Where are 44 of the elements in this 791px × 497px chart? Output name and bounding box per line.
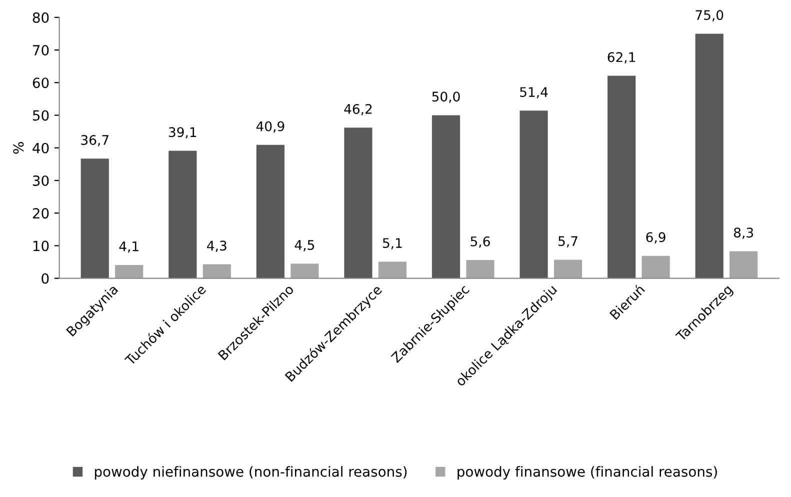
bar	[432, 115, 460, 278]
bar	[642, 256, 670, 278]
y-tick-label: 10	[33, 240, 49, 252]
data-label: 6,9	[646, 232, 666, 244]
y-tick-label: 40	[32, 142, 49, 154]
data-label: 5,7	[558, 236, 578, 248]
legend-label: powody niefinansowe (non-financial reasons)	[94, 466, 407, 480]
bar	[730, 251, 758, 278]
data-label: 4,5	[294, 240, 314, 252]
y-tick-label: 0	[42, 273, 49, 284]
bar	[115, 264, 144, 278]
bar	[344, 128, 372, 278]
bar	[256, 144, 284, 278]
data-label: 75,0	[696, 10, 724, 22]
bar	[554, 260, 582, 278]
y-tick-label: 50	[33, 110, 49, 121]
legend-label: powody finansowe (financial reasons)	[458, 466, 717, 480]
data-label: 50,0	[432, 92, 460, 103]
bar	[695, 34, 724, 278]
y-tick-label: 30	[32, 175, 49, 186]
bar	[80, 158, 109, 278]
y-tick-label: 60	[32, 78, 49, 88]
data-label: 40,9	[256, 121, 284, 133]
bar	[608, 76, 636, 278]
bar	[168, 150, 197, 278]
data-label: 5,1	[382, 238, 402, 250]
data-label: 62,1	[608, 52, 636, 64]
bar	[378, 262, 406, 278]
bar	[290, 264, 319, 278]
bar	[466, 260, 494, 278]
data-label: 39,1	[168, 127, 196, 138]
data-label: 4,3	[207, 240, 226, 252]
data-label: 8,3	[734, 228, 754, 239]
bar	[202, 264, 231, 278]
y-tick-label: 70	[33, 44, 49, 56]
y-tick-label: 20	[32, 208, 49, 219]
data-label: 5,6	[470, 236, 490, 248]
data-label: 36,7	[81, 134, 108, 146]
y-tick-label: 80	[32, 12, 49, 23]
bar	[520, 110, 548, 278]
data-label: 51,4	[520, 87, 548, 98]
data-label: 46,2	[344, 104, 372, 116]
data-label: 4,1	[119, 241, 138, 253]
y-axis-title: %	[13, 142, 24, 154]
